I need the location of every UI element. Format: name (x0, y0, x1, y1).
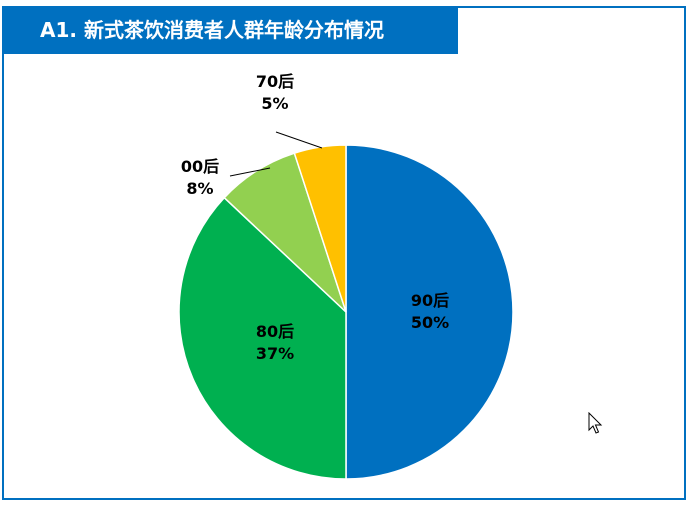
mouse-cursor-icon (588, 412, 603, 434)
leader-line-3 (275, 131, 323, 149)
slice-label-1: 80后 37% (256, 322, 294, 363)
chart-title: A1. 新式茶饮消费者人群年龄分布情况 (2, 6, 458, 54)
leader-line-2 (229, 167, 271, 177)
slice-label-2: 00后 8% (181, 157, 219, 198)
leader-lines (229, 131, 323, 177)
pie-slice-1 (178, 196, 347, 480)
slice-label-3: 70后 5% (256, 72, 294, 113)
pie-slice-0 (345, 144, 514, 480)
data-labels: 90后 50% 80后 37% 00后 8% 70后 5% (181, 72, 449, 363)
pie-slices (178, 144, 514, 480)
slice-label-0: 90后 50% (411, 291, 449, 332)
